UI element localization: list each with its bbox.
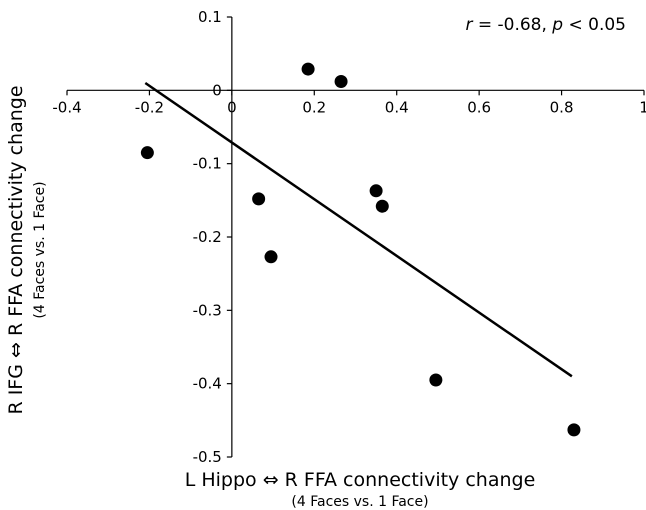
y-tick-label: -0.3 (193, 301, 222, 319)
x-tick-label: 0 (227, 98, 237, 116)
data-point (264, 250, 278, 264)
x-tick-label: 0.2 (302, 98, 326, 116)
x-tick-label: -0.4 (52, 98, 81, 116)
data-point (375, 199, 389, 213)
x-tick-label: 0.6 (467, 98, 491, 116)
tick-labels: -0.4 -0.2 0 0.2 0.4 0.6 0.8 1 0.1 0 -0.1 -0.2 -0.3 -0… (52, 8, 646, 466)
axes (66, 16, 645, 458)
data-point (301, 62, 315, 76)
y-tick-label: -0.5 (193, 448, 222, 466)
x-axis-title: L Hippo ⇔ R FFA connectivity change (185, 469, 536, 491)
y-tick-label: 0.1 (198, 8, 222, 26)
data-point (567, 423, 581, 437)
r-value: = -0.68, (472, 15, 552, 35)
data-point (140, 146, 154, 160)
correlation-annotation: r = -0.68, p < 0.05 (465, 15, 626, 35)
data-point (334, 75, 348, 89)
y-tick-label: -0.2 (193, 228, 222, 246)
data-points (140, 62, 581, 437)
trendline (144, 81, 573, 378)
y-axis-title: R IFG ⇔ R FFA connectivity change (5, 85, 27, 414)
x-tick-label: -0.2 (135, 98, 164, 116)
data-point (369, 184, 383, 198)
y-axis-subtitle: (4 Faces vs. 1 Face) (32, 181, 48, 318)
y-tick-label: -0.1 (193, 155, 222, 173)
r-symbol: r (465, 15, 473, 35)
y-tick-label: -0.4 (193, 375, 222, 393)
x-tick-label: 0.4 (385, 98, 409, 116)
data-point (252, 192, 266, 206)
x-tick-label: 0.8 (550, 98, 574, 116)
data-point (429, 373, 443, 387)
x-tick-label: 1 (639, 98, 646, 116)
p-symbol: p (551, 15, 563, 35)
y-tick-label: 0 (212, 81, 222, 99)
x-axis-subtitle: (4 Faces vs. 1 Face) (291, 494, 428, 510)
p-value: < 0.05 (563, 15, 626, 35)
